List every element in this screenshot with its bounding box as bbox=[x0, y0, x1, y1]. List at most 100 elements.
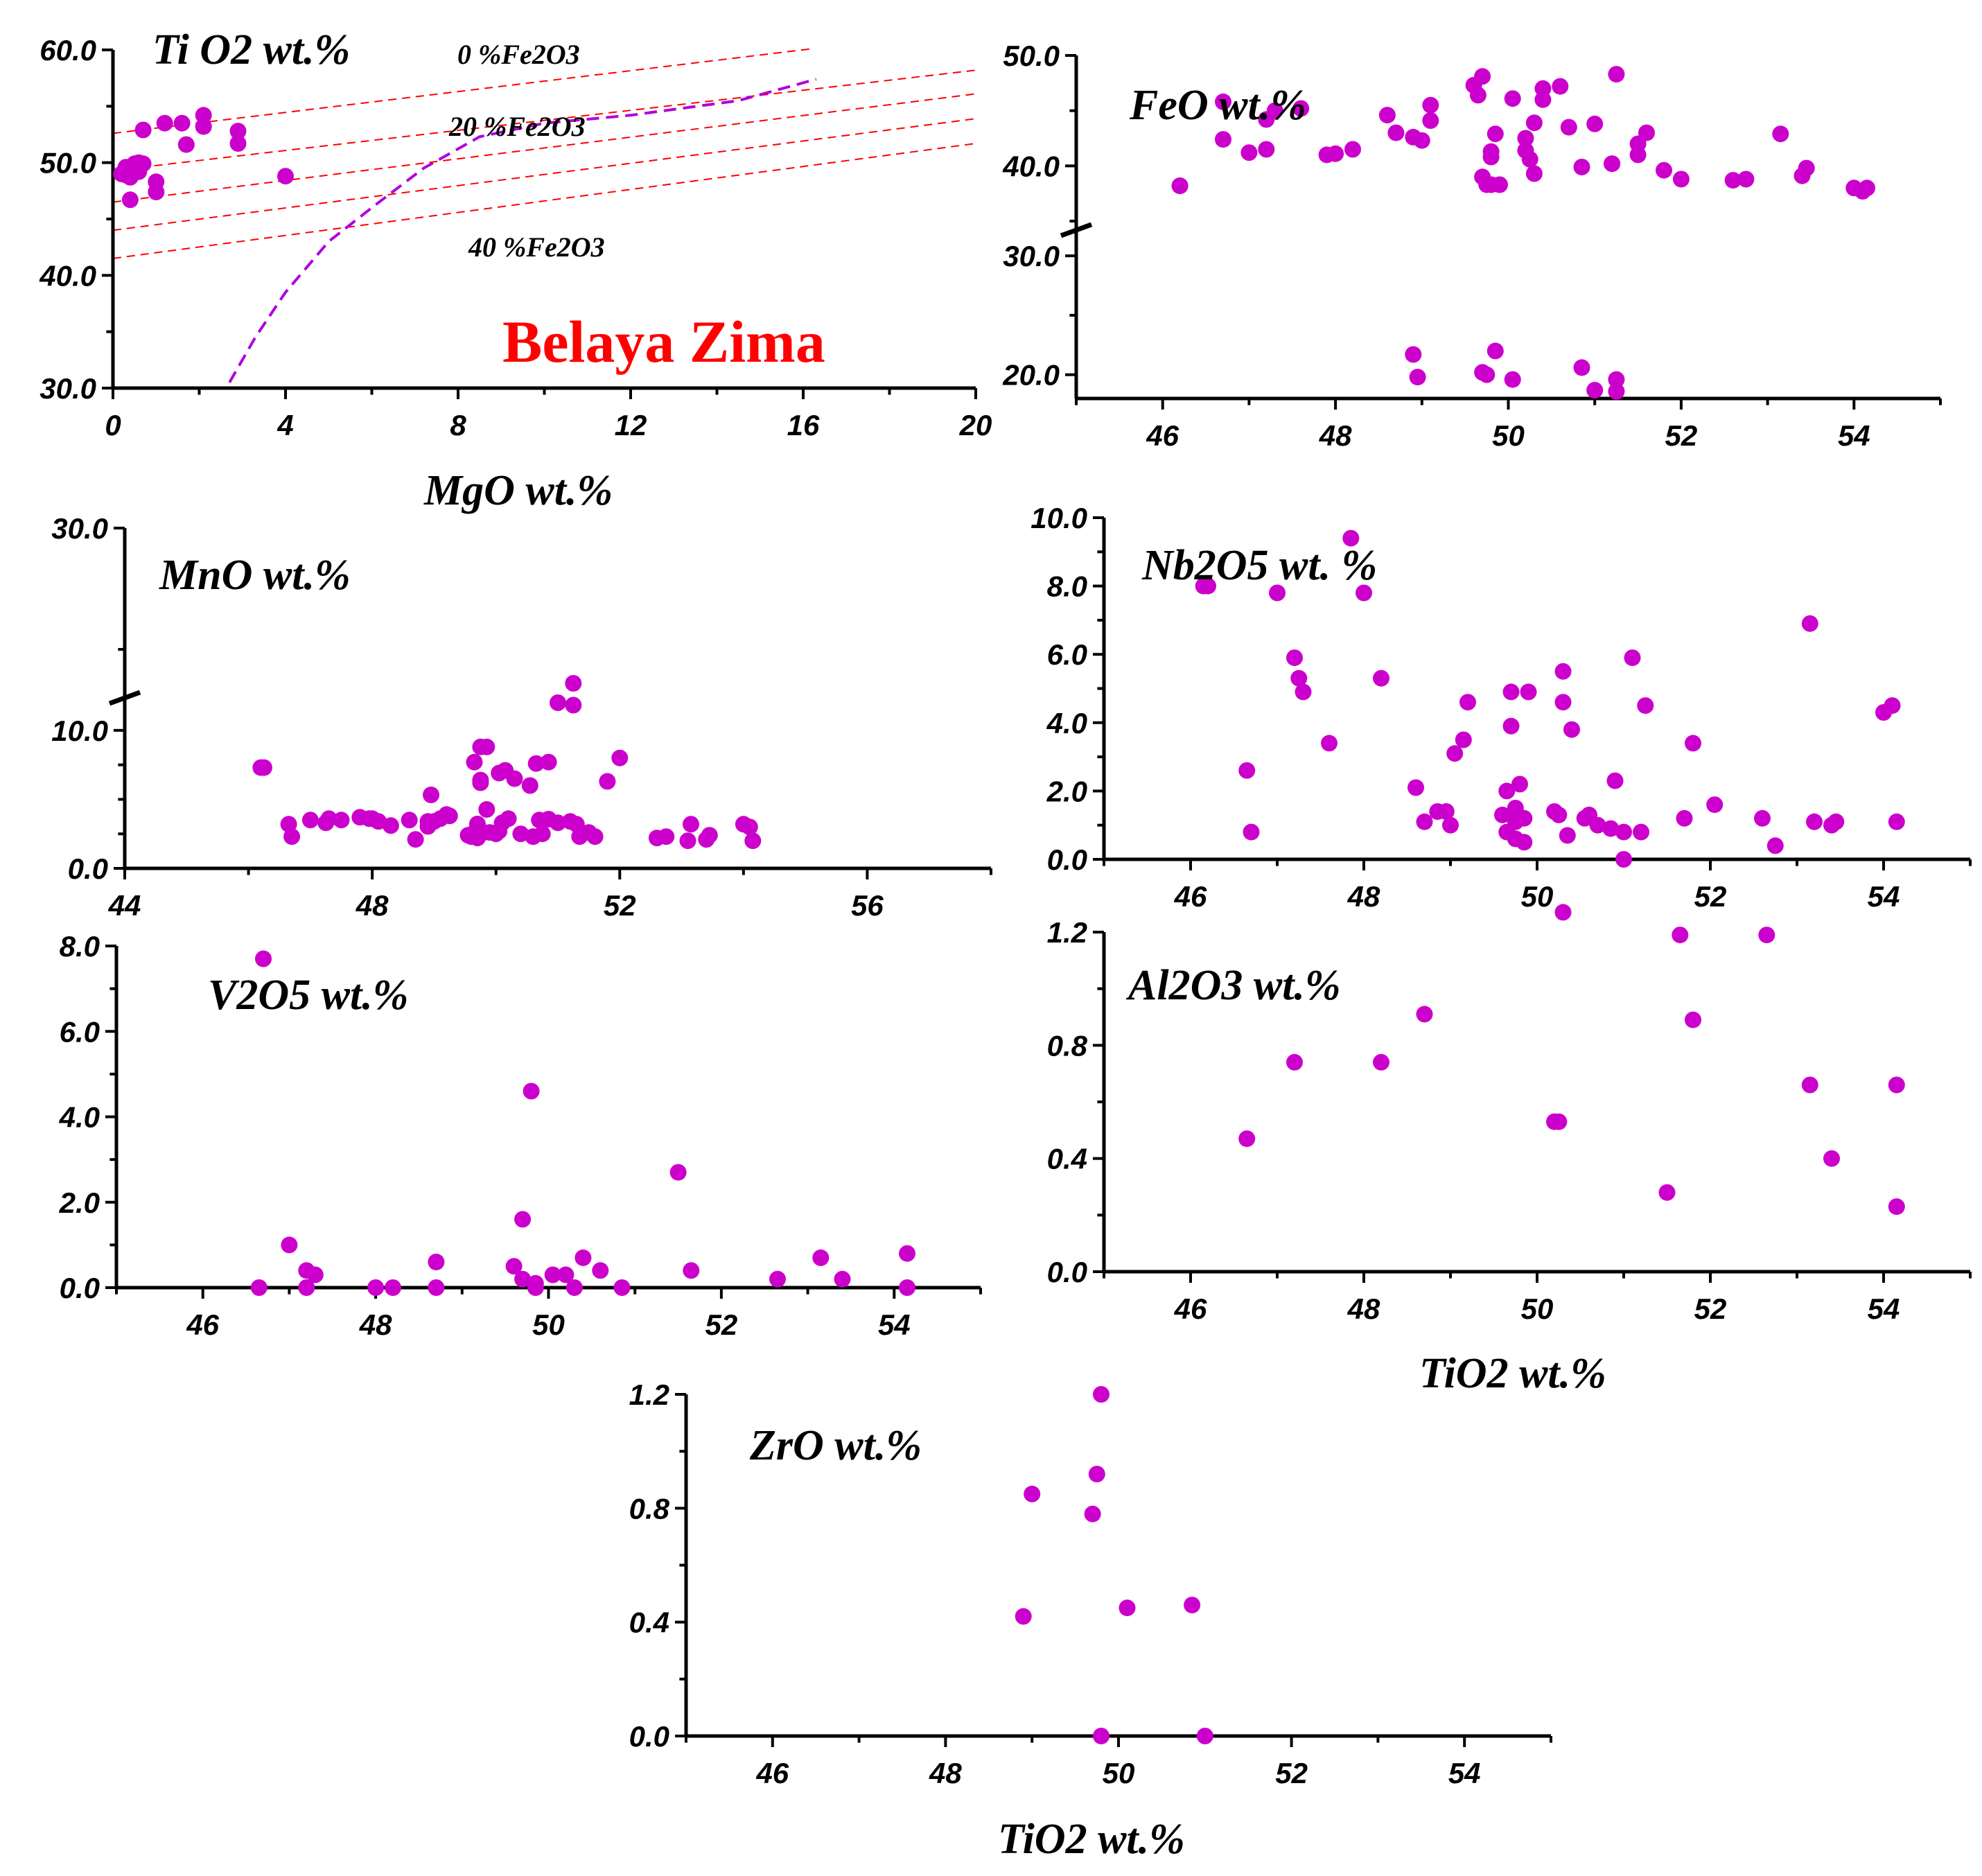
data-point bbox=[382, 817, 399, 834]
data-points bbox=[1171, 66, 1875, 400]
y-tick-label: 40.0 bbox=[1002, 150, 1060, 182]
data-point bbox=[1015, 1608, 1032, 1625]
data-point bbox=[1525, 114, 1543, 132]
data-point bbox=[195, 118, 212, 135]
trend-curve bbox=[228, 78, 817, 383]
iso-lines bbox=[112, 48, 976, 259]
data-point bbox=[899, 1245, 915, 1262]
data-point bbox=[1215, 131, 1231, 148]
data-point bbox=[592, 1262, 609, 1279]
data-point bbox=[1290, 669, 1308, 687]
data-point bbox=[1344, 141, 1361, 158]
data-point bbox=[1238, 762, 1256, 779]
data-point bbox=[565, 696, 582, 714]
data-point bbox=[505, 1258, 523, 1275]
data-point bbox=[1525, 165, 1543, 182]
data-point bbox=[1589, 816, 1606, 834]
data-point bbox=[1474, 68, 1491, 85]
y-tick-label: 0.0 bbox=[1047, 843, 1087, 876]
y-tick-label: 60.0 bbox=[40, 34, 96, 67]
data-point bbox=[1486, 125, 1504, 143]
data-point bbox=[1550, 1113, 1568, 1130]
data-point bbox=[683, 816, 699, 833]
axes: 46 48 50 52 54 20.0 30.0 40.0 50.0 bbox=[1002, 40, 1942, 452]
y-tick-label: 2.0 bbox=[1046, 775, 1087, 807]
y-tick-label: 10.0 bbox=[51, 715, 108, 747]
data-point bbox=[283, 828, 301, 845]
data-point bbox=[1327, 145, 1344, 162]
data-points bbox=[1195, 529, 1905, 868]
data-point bbox=[419, 818, 437, 835]
x-axis-title: TiO2 wt.% bbox=[998, 1816, 1185, 1863]
data-point bbox=[1608, 383, 1625, 400]
data-point bbox=[1685, 735, 1701, 752]
x-tick-label: 52 bbox=[1694, 880, 1727, 913]
axes: 46 48 50 52 54 0.0 2.0 4.0 6.0 8.0 10.0 bbox=[1031, 502, 1972, 913]
data-point bbox=[1093, 1386, 1110, 1403]
data-point bbox=[540, 753, 557, 771]
x-tick-label: 8 bbox=[450, 409, 466, 441]
x-tick-label: 0 bbox=[105, 409, 121, 441]
x-tick-label: 46 bbox=[1174, 880, 1207, 913]
data-point bbox=[1586, 115, 1604, 132]
x-tick-label: 44 bbox=[108, 889, 141, 922]
data-point bbox=[401, 812, 418, 829]
data-point bbox=[1633, 823, 1649, 841]
data-point bbox=[1498, 782, 1516, 800]
data-point bbox=[506, 770, 523, 787]
data-point bbox=[540, 811, 557, 827]
data-point bbox=[1658, 1184, 1676, 1201]
data-point bbox=[1685, 1011, 1701, 1028]
x-tick-label: 48 bbox=[356, 889, 389, 922]
y-tick-label: 4.0 bbox=[59, 1101, 100, 1134]
data-point bbox=[1504, 90, 1521, 107]
axes: 46 48 50 52 54 0.0 0.4 0.8 1.2 bbox=[1047, 916, 1972, 1325]
x-tick-label: 48 bbox=[1319, 419, 1352, 452]
data-point bbox=[478, 738, 496, 755]
data-point bbox=[1502, 717, 1520, 735]
chart-title: V2O5 wt.% bbox=[208, 972, 408, 1019]
panel-tio2-mno: 44 48 52 56 0.0 10.0 30.0 MnO wt.% bbox=[51, 512, 992, 922]
data-point bbox=[491, 764, 508, 782]
data-point bbox=[521, 777, 538, 794]
data-point bbox=[277, 168, 294, 185]
data-point bbox=[320, 810, 337, 827]
data-point bbox=[1806, 813, 1823, 830]
data-point bbox=[1554, 904, 1572, 921]
y-tick-label: 6.0 bbox=[60, 1015, 100, 1048]
data-point bbox=[1442, 816, 1459, 834]
data-point bbox=[1516, 809, 1533, 827]
data-point bbox=[1672, 170, 1690, 188]
x-tick-label: 54 bbox=[1868, 1292, 1900, 1325]
x-tick-label: 56 bbox=[851, 889, 884, 922]
data-point bbox=[1554, 663, 1572, 680]
data-points bbox=[1238, 904, 1905, 1216]
x-tick-label: 48 bbox=[1347, 1292, 1380, 1325]
y-tick-label: 1.2 bbox=[1047, 916, 1087, 949]
y-tick-label: 0.0 bbox=[68, 852, 108, 885]
chart-title: FeO wt.% bbox=[1129, 82, 1306, 129]
data-point bbox=[1676, 809, 1693, 827]
x-tick-label: 52 bbox=[1665, 419, 1698, 452]
data-point bbox=[1563, 721, 1580, 738]
data-point bbox=[1196, 1728, 1213, 1744]
data-point bbox=[1758, 927, 1775, 944]
data-points bbox=[113, 107, 294, 209]
data-point bbox=[1356, 584, 1372, 602]
data-point bbox=[1215, 93, 1231, 110]
x-tick-label: 54 bbox=[1448, 1757, 1481, 1789]
data-point bbox=[1884, 697, 1901, 715]
data-point bbox=[298, 1279, 315, 1296]
data-point bbox=[1737, 170, 1755, 188]
data-point bbox=[899, 1279, 915, 1296]
data-point bbox=[1534, 91, 1552, 108]
x-tick-label: 48 bbox=[359, 1308, 392, 1341]
data-point bbox=[1724, 172, 1742, 189]
data-point bbox=[1629, 146, 1647, 164]
y-tick-label: 30.0 bbox=[51, 512, 108, 545]
x-tick-label: 46 bbox=[1146, 419, 1179, 452]
data-point bbox=[1502, 683, 1520, 701]
data-point bbox=[1455, 731, 1472, 748]
data-point bbox=[1888, 1198, 1905, 1216]
x-tick-label: 50 bbox=[1492, 419, 1525, 452]
